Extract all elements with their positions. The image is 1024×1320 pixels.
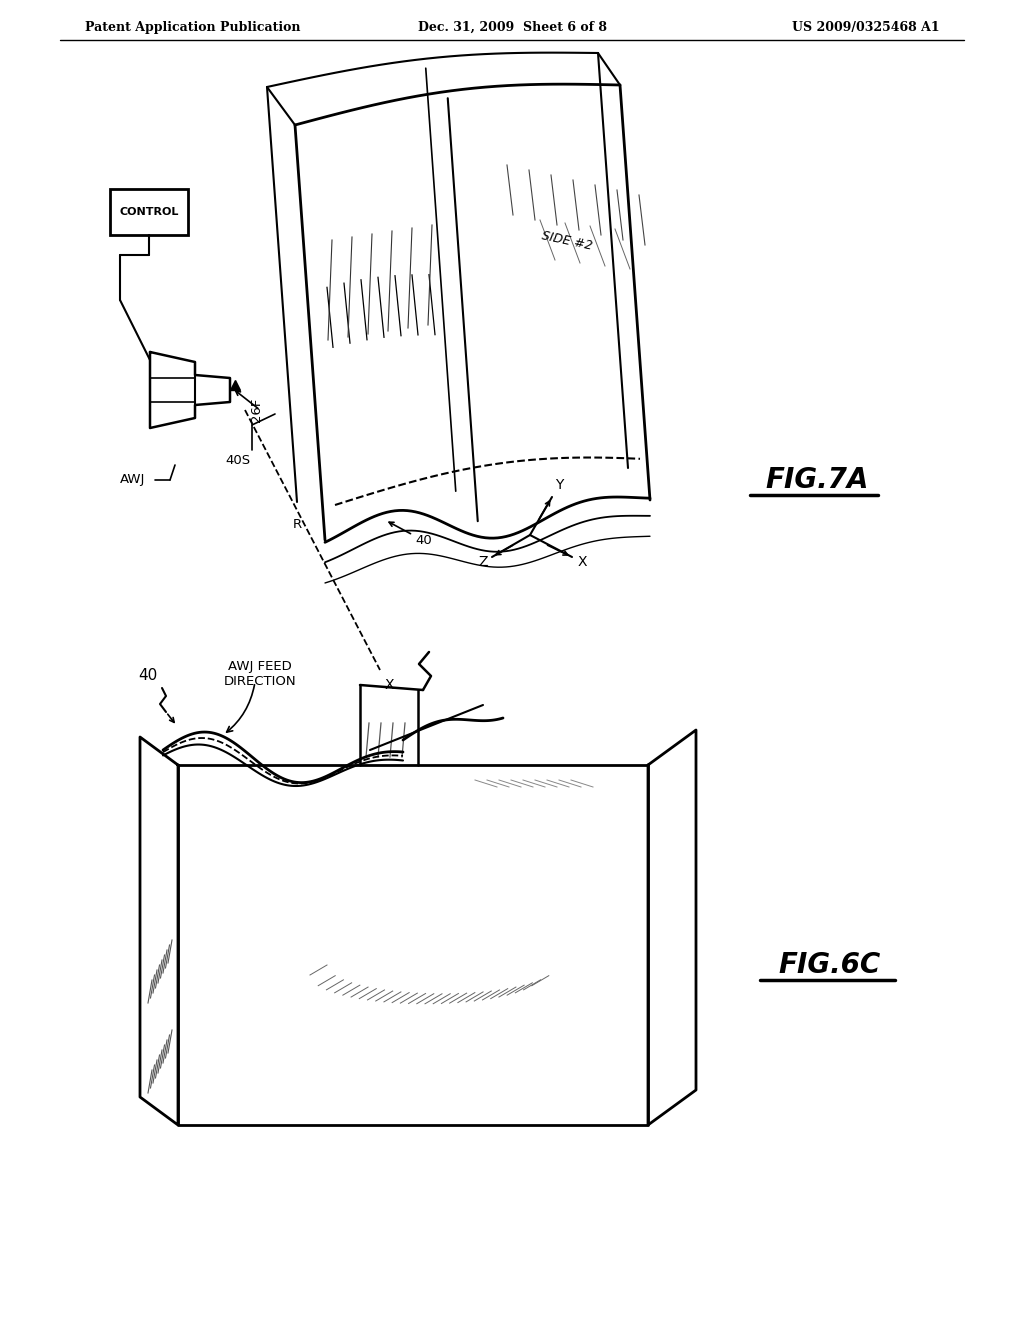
Text: Patent Application Publication: Patent Application Publication [85,21,300,33]
Text: US 2009/0325468 A1: US 2009/0325468 A1 [793,21,940,33]
Text: Z: Z [478,554,487,569]
Bar [110,189,188,235]
Text: Dec. 31, 2009  Sheet 6 of 8: Dec. 31, 2009 Sheet 6 of 8 [418,21,606,33]
Text: FIG.7A: FIG.7A [765,466,868,494]
Text: 40: 40 [415,533,432,546]
Text: X: X [578,554,588,569]
Text: 40: 40 [138,668,158,682]
Text: SIDE #2: SIDE #2 [540,230,593,253]
Text: CONTROL: CONTROL [120,207,178,216]
Text: R: R [293,519,302,532]
Text: 26F: 26F [250,397,263,422]
Text: AWJ: AWJ [120,474,145,487]
Text: Y: Y [555,478,563,492]
Text: AWJ FEED
DIRECTION: AWJ FEED DIRECTION [223,660,296,688]
Text: X: X [385,678,394,692]
Text: FIG.6C: FIG.6C [778,950,881,979]
Text: 40S: 40S [225,454,250,466]
